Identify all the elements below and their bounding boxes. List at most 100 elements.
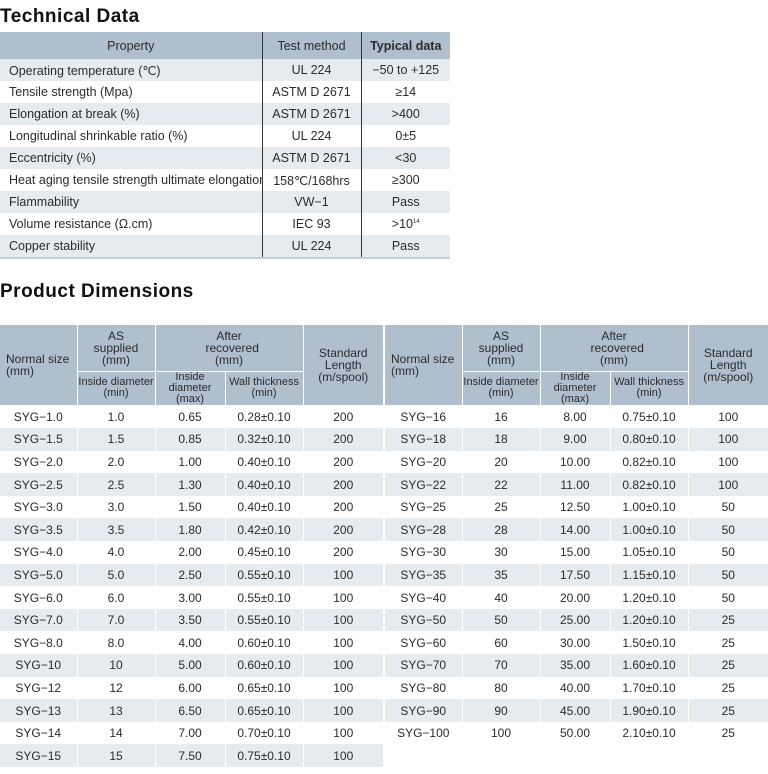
- cell-standard-length: 50: [688, 495, 768, 519]
- dimension-row: SYG−12 12 6.00 0.65±0.10 100: [0, 676, 384, 700]
- cell-inside-max: 40.00: [540, 676, 611, 700]
- cell-standard-length: 100: [303, 699, 384, 722]
- dimension-row: SYG−25 25 12.50 1.00±0.10 50: [385, 495, 768, 519]
- cell-inside-min: 12: [77, 676, 156, 700]
- cell-normal-size: SYG−15: [0, 744, 78, 767]
- volume-exponent: 14: [413, 219, 420, 225]
- cell-property: Volume resistance (Ω.cm): [0, 213, 263, 235]
- cell-standard-length: 100: [303, 563, 384, 587]
- cell-inside-min: 25: [462, 495, 541, 519]
- cell-inside-min: 2.0: [77, 450, 156, 474]
- cell-property: Eccentricity (%): [0, 147, 263, 169]
- cell-normal-size: SYG−100: [385, 721, 463, 745]
- cell-test-method: 158℃/168hrs: [262, 169, 362, 191]
- dimension-row: SYG−30 30 15.00 1.05±0.10 50: [385, 541, 768, 564]
- cell-inside-min: 100: [462, 721, 541, 745]
- cell-inside-max: 11.00: [540, 473, 611, 496]
- cell-inside-max: 30.00: [540, 631, 611, 655]
- cell-typical-data: Pass: [361, 235, 450, 259]
- technical-data-row: Longitudinal shrinkable ratio (%) UL 224 0…: [0, 125, 450, 147]
- cell-standard-length: 25: [688, 721, 768, 745]
- header-wall-thickness: Wall thickness (min): [225, 371, 304, 406]
- cell-normal-size: SYG−40: [385, 586, 463, 609]
- cell-standard-length: 100: [303, 676, 384, 700]
- header-inside-max: Inside diameter (max): [155, 371, 226, 406]
- dimension-row: SYG−35 35 17.50 1.15±0.10 50: [385, 563, 768, 587]
- header-after-recovered: After recovered (mm): [540, 325, 689, 372]
- technical-data-row: Eccentricity (%) ASTM D 2671 <30: [0, 147, 450, 169]
- cell-normal-size: SYG−10: [0, 654, 78, 677]
- cell-wall-thickness: 1.15±0.10: [610, 563, 689, 587]
- cell-normal-size: SYG−13: [0, 699, 78, 722]
- cell-wall-thickness: 1.90±0.10: [610, 699, 689, 722]
- cell-normal-size: SYG−2.5: [0, 473, 78, 496]
- header-inside-max: Inside diameter (max): [540, 371, 611, 406]
- cell-standard-length: 100: [303, 654, 384, 677]
- technical-data-table: Property Test method Typical data Operat…: [0, 32, 450, 259]
- cell-wall-thickness: 0.32±0.10: [225, 428, 304, 451]
- dimension-row: SYG−40 40 20.00 1.20±0.10 50: [385, 586, 768, 609]
- cell-inside-max: 15.00: [540, 541, 611, 564]
- cell-normal-size: SYG−70: [385, 654, 463, 677]
- technical-data-header: Property Test method Typical data: [0, 32, 450, 59]
- cell-inside-max: 1.00: [155, 450, 226, 474]
- cell-normal-size: SYG−22: [385, 473, 463, 496]
- cell-standard-length: 200: [303, 495, 384, 519]
- cell-property: Longitudinal shrinkable ratio (%): [0, 125, 263, 147]
- cell-standard-length: 200: [303, 450, 384, 474]
- cell-wall-thickness: 1.60±0.10: [610, 654, 689, 677]
- cell-property: Flammability: [0, 191, 263, 213]
- cell-wall-thickness: 0.65±0.10: [225, 699, 304, 722]
- cell-property: Copper stability: [0, 235, 263, 259]
- cell-property: Heat aging tensile strength ultimate elo…: [0, 169, 263, 191]
- cell-inside-min: 7.0: [77, 608, 156, 632]
- cell-normal-size: SYG−8.0: [0, 631, 78, 655]
- cell-test-method: ASTM D 2671: [262, 81, 362, 103]
- header-inside-min: Inside diameter (min): [462, 371, 541, 406]
- cell-inside-min: 22: [462, 473, 541, 496]
- cell-wall-thickness: 0.82±0.10: [610, 473, 689, 496]
- cell-inside-min: 15: [77, 744, 156, 767]
- cell-normal-size: SYG−30: [385, 541, 463, 564]
- cell-inside-min: 80: [462, 676, 541, 700]
- cell-wall-thickness: 0.75±0.10: [225, 744, 304, 767]
- cell-typical-data: Pass: [361, 191, 450, 213]
- cell-normal-size: SYG−1.0: [0, 405, 78, 429]
- cell-inside-min: 5.0: [77, 563, 156, 587]
- cell-wall-thickness: 0.40±0.10: [225, 473, 304, 496]
- dimension-row: SYG−70 70 35.00 1.60±0.10 25: [385, 654, 768, 677]
- cell-wall-thickness: 0.55±0.10: [225, 586, 304, 609]
- dimension-row: SYG−50 50 25.00 1.20±0.10 25: [385, 608, 768, 632]
- cell-inside-min: 3.0: [77, 495, 156, 519]
- cell-wall-thickness: 0.45±0.10: [225, 541, 304, 564]
- cell-test-method: ASTM D 2671: [262, 147, 362, 169]
- dimension-row: SYG−2.0 2.0 1.00 0.40±0.10 200: [0, 450, 384, 474]
- cell-standard-length: 25: [688, 699, 768, 722]
- technical-data-row: Elongation at break (%) ASTM D 2671 >400: [0, 103, 450, 125]
- cell-standard-length: 25: [688, 608, 768, 632]
- dimension-row: SYG−2.5 2.5 1.30 0.40±0.10 200: [0, 473, 384, 496]
- cell-normal-size: SYG−1.5: [0, 428, 78, 451]
- dimensions-table-left: Normal size (mm) AS supplied (mm) After …: [0, 325, 384, 767]
- header-standard-length: Standard Length (m/spool): [688, 325, 768, 406]
- cell-standard-length: 200: [303, 428, 384, 451]
- cell-inside-max: 8.00: [540, 405, 611, 429]
- dimension-row: SYG−1.0 1.0 0.65 0.28±0.10 200: [0, 405, 384, 429]
- dimension-row: SYG−22 22 11.00 0.82±0.10 100: [385, 473, 768, 496]
- technical-data-row: Volume resistance (Ω.cm) IEC 93 >1014: [0, 213, 450, 235]
- cell-standard-length: 200: [303, 405, 384, 429]
- cell-normal-size: SYG−35: [385, 563, 463, 587]
- cell-normal-size: SYG−5.0: [0, 563, 78, 587]
- cell-normal-size: SYG−4.0: [0, 541, 78, 564]
- dimension-row: SYG−16 16 8.00 0.75±0.10 100: [385, 405, 768, 429]
- cell-standard-length: 200: [303, 541, 384, 564]
- cell-normal-size: SYG−60: [385, 631, 463, 655]
- cell-wall-thickness: 0.42±0.10: [225, 518, 304, 542]
- cell-typical-data: >400: [361, 103, 450, 125]
- cell-standard-length: 50: [688, 586, 768, 609]
- cell-inside-max: 4.00: [155, 631, 226, 655]
- cell-inside-min: 6.0: [77, 586, 156, 609]
- cell-normal-size: SYG−2.0: [0, 450, 78, 474]
- cell-normal-size: SYG−18: [385, 428, 463, 451]
- cell-inside-max: 0.65: [155, 405, 226, 429]
